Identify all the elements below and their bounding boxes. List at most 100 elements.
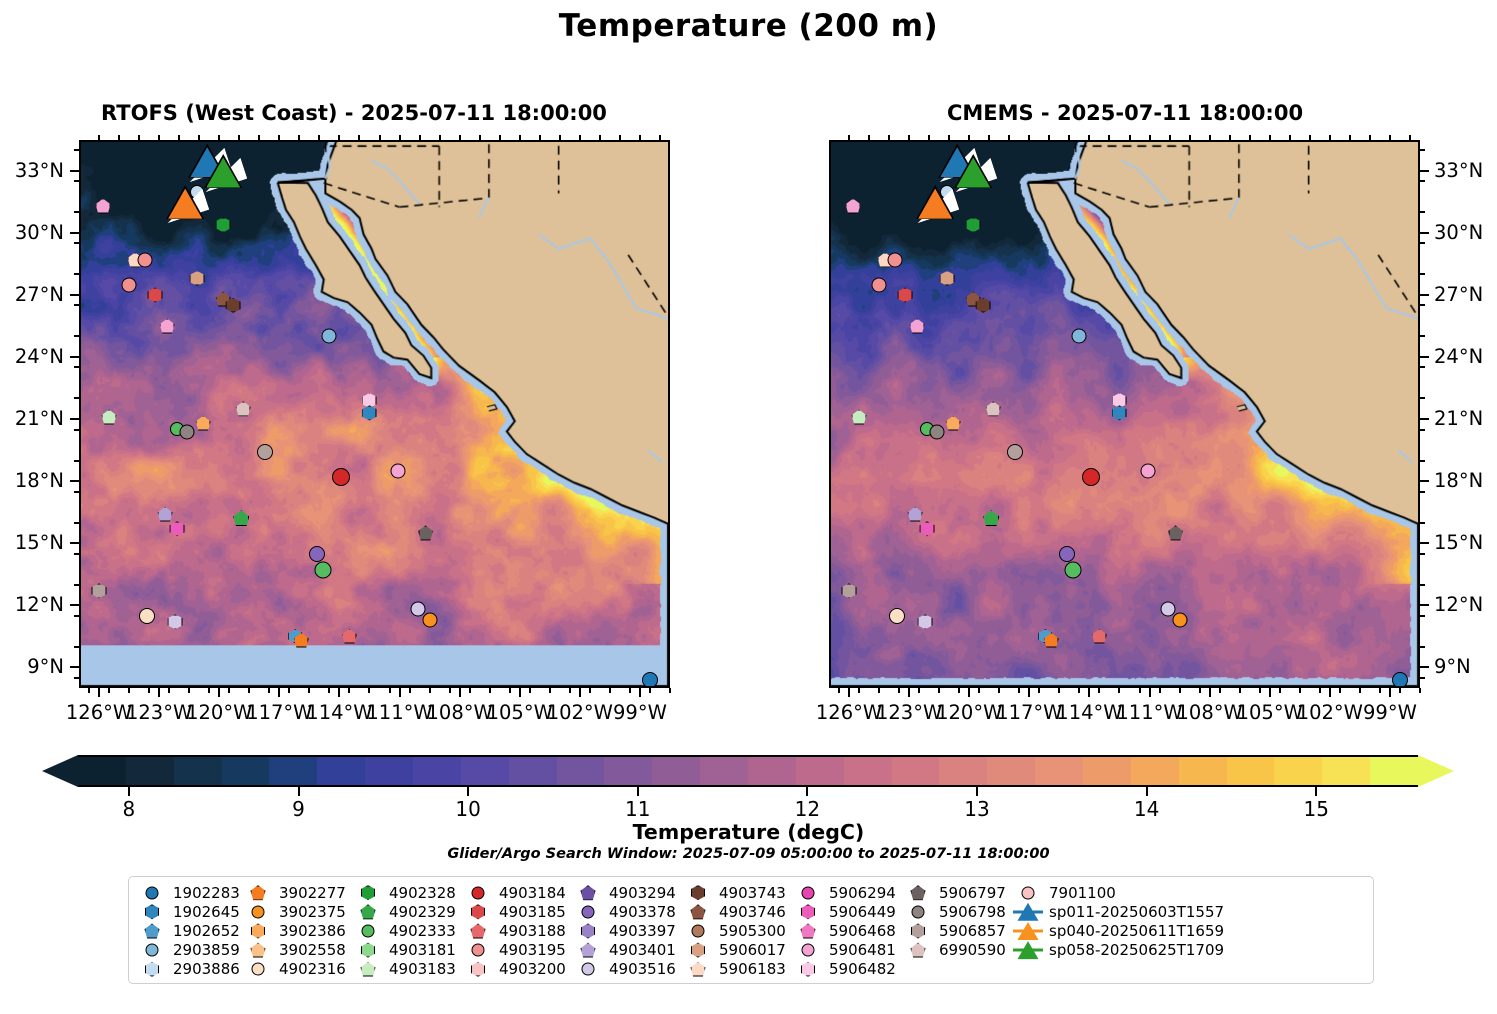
argo-float-marker[interactable]	[939, 270, 955, 286]
argo-float-marker[interactable]	[975, 297, 991, 313]
legend-item[interactable]: 5906017	[683, 941, 793, 960]
argo-float-marker[interactable]	[91, 583, 107, 599]
argo-float-marker[interactable]	[1082, 468, 1101, 486]
argo-float-marker[interactable]	[909, 318, 925, 334]
argo-float-marker[interactable]	[917, 614, 933, 630]
argo-float-marker[interactable]	[1007, 444, 1024, 461]
legend-item[interactable]: 5906482	[793, 960, 903, 979]
legend-item[interactable]: 4903185	[463, 902, 573, 921]
argo-float-marker[interactable]	[189, 270, 205, 286]
legend-item[interactable]: 4902316	[243, 960, 353, 979]
argo-float-marker[interactable]	[1071, 328, 1087, 344]
legend-item[interactable]: 4903200	[463, 960, 573, 979]
argo-float-marker[interactable]	[929, 424, 945, 439]
legend-item[interactable]: 4903184	[463, 883, 573, 902]
argo-float-marker[interactable]	[410, 601, 426, 617]
map-panel-rtofs[interactable]	[79, 140, 670, 688]
argo-float-marker[interactable]	[167, 614, 183, 630]
argo-float-marker[interactable]	[919, 521, 935, 537]
argo-float-marker[interactable]	[121, 277, 137, 293]
legend-item[interactable]: sp040-20250611T1659	[1013, 921, 1224, 940]
legend-item[interactable]: sp058-20250625T1709	[1013, 941, 1224, 960]
legend-item[interactable]: 4902328	[353, 883, 463, 902]
legend-item[interactable]: 5906183	[683, 960, 793, 979]
legend-item[interactable]: 7901100	[1013, 883, 1213, 902]
legend-item[interactable]: 5906797	[903, 883, 1013, 902]
legend[interactable]: 1902283 1902645 1902652 2903859 2903886 39022…	[128, 876, 1374, 984]
argo-float-marker[interactable]	[95, 198, 111, 214]
argo-float-marker[interactable]	[889, 607, 906, 624]
legend-item[interactable]: 4903195	[463, 941, 573, 960]
argo-float-marker[interactable]	[321, 328, 337, 344]
argo-float-marker[interactable]	[945, 415, 961, 431]
argo-float-marker[interactable]	[159, 318, 175, 334]
argo-float-marker[interactable]	[871, 277, 887, 293]
argo-float-marker[interactable]	[897, 287, 913, 303]
argo-float-marker[interactable]	[233, 510, 250, 527]
argo-float-marker[interactable]	[169, 521, 185, 537]
argo-float-marker[interactable]	[309, 545, 326, 562]
argo-float-marker[interactable]	[1059, 545, 1076, 562]
legend-item[interactable]: 5905300	[683, 921, 793, 940]
argo-float-marker[interactable]	[225, 297, 241, 313]
argo-float-marker[interactable]	[887, 252, 903, 268]
argo-float-marker[interactable]	[257, 444, 274, 461]
legend-item[interactable]: 2903859	[137, 941, 243, 960]
argo-float-marker[interactable]	[157, 506, 173, 522]
argo-float-marker[interactable]	[215, 217, 231, 233]
legend-item[interactable]: 5906481	[793, 941, 903, 960]
argo-float-marker[interactable]	[841, 583, 857, 599]
argo-float-marker[interactable]	[1091, 628, 1107, 644]
legend-item[interactable]: 5906468	[793, 921, 903, 940]
argo-float-marker[interactable]	[1168, 525, 1184, 541]
argo-float-marker[interactable]	[139, 607, 156, 624]
legend-item[interactable]: 4902329	[353, 902, 463, 921]
legend-item[interactable]: 1902652	[137, 921, 243, 940]
legend-item[interactable]: 4902333	[353, 921, 463, 940]
legend-item[interactable]: 4903181	[353, 941, 463, 960]
argo-float-marker[interactable]	[641, 671, 658, 686]
legend-item[interactable]: 5906449	[793, 902, 903, 921]
argo-float-marker[interactable]	[147, 287, 163, 303]
argo-float-marker[interactable]	[390, 463, 406, 479]
argo-float-marker[interactable]	[179, 424, 195, 439]
argo-float-marker[interactable]	[137, 252, 153, 268]
legend-item[interactable]: 3902375	[243, 902, 353, 921]
argo-float-marker[interactable]	[235, 401, 251, 417]
legend-item[interactable]: 1902283	[137, 883, 243, 902]
argo-float-marker[interactable]	[1160, 601, 1176, 617]
legend-item[interactable]: 6990590	[903, 941, 1013, 960]
argo-float-marker[interactable]	[985, 401, 1001, 417]
argo-float-marker[interactable]	[361, 405, 377, 421]
argo-float-marker[interactable]	[851, 409, 867, 425]
map-panel-cmems[interactable]	[829, 140, 1420, 688]
legend-item[interactable]: 1902645	[137, 902, 243, 921]
argo-float-marker[interactable]	[195, 415, 211, 431]
argo-float-marker[interactable]	[907, 506, 923, 522]
argo-float-marker[interactable]	[341, 628, 357, 644]
legend-item[interactable]: 5906798	[903, 902, 1013, 921]
legend-item[interactable]: 2903886	[137, 960, 243, 979]
argo-float-marker[interactable]	[101, 409, 117, 425]
legend-item[interactable]: 4903378	[573, 902, 683, 921]
legend-item[interactable]: 4903188	[463, 921, 573, 940]
legend-item[interactable]: 4903401	[573, 941, 683, 960]
argo-float-marker[interactable]	[1391, 671, 1408, 686]
legend-item[interactable]: 4903183	[353, 960, 463, 979]
argo-float-marker[interactable]	[1111, 405, 1127, 421]
argo-float-marker[interactable]	[1140, 463, 1156, 479]
legend-item[interactable]: sp011-20250603T1557	[1013, 902, 1224, 921]
argo-float-marker[interactable]	[983, 510, 1000, 527]
legend-item[interactable]: 4903746	[683, 902, 793, 921]
legend-item[interactable]: 4903294	[573, 883, 683, 902]
argo-float-marker[interactable]	[1064, 561, 1082, 579]
legend-item[interactable]: 3902558	[243, 941, 353, 960]
legend-item[interactable]: 5906294	[793, 883, 903, 902]
argo-float-marker[interactable]	[332, 468, 351, 486]
legend-item[interactable]: 3902277	[243, 883, 353, 902]
argo-float-marker[interactable]	[1172, 612, 1188, 628]
argo-float-marker[interactable]	[845, 198, 861, 214]
legend-item[interactable]: 4903516	[573, 960, 683, 979]
legend-item[interactable]: 5906857	[903, 921, 1013, 940]
argo-float-marker[interactable]	[418, 525, 434, 541]
